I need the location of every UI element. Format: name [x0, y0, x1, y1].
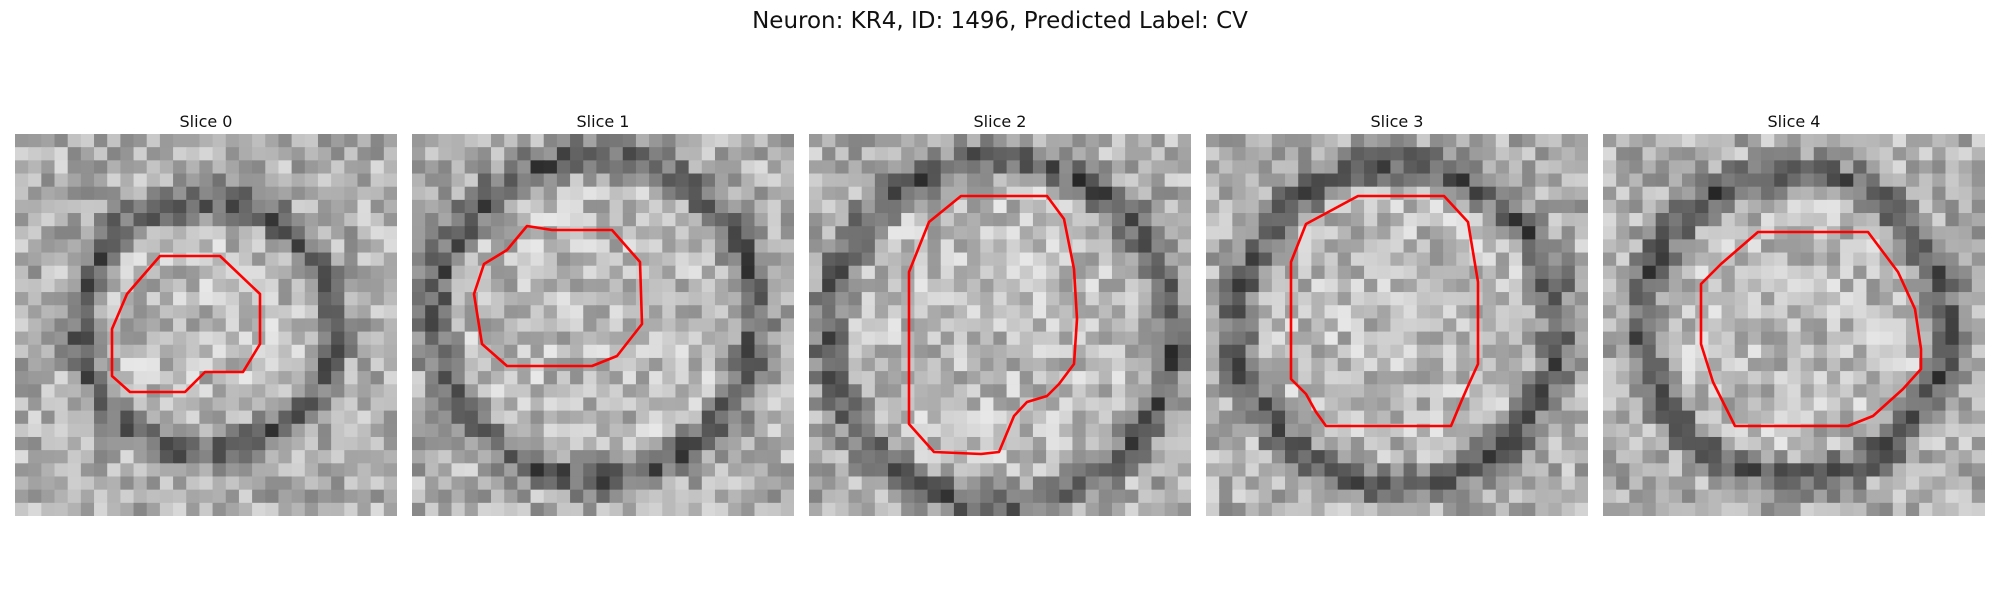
- contour-outline: [907, 194, 1079, 456]
- microscopy-image: [1206, 134, 1588, 516]
- slice-panel-2: Slice 2: [809, 110, 1191, 516]
- microscopy-image: [15, 134, 397, 516]
- slice-image: [412, 134, 794, 516]
- slice-panel-0: Slice 0: [15, 110, 397, 516]
- contour-outline: [110, 254, 262, 394]
- slice-title: Slice 2: [973, 112, 1027, 131]
- slice-image: [809, 134, 1191, 516]
- figure-title: Neuron: KR4, ID: 1496, Predicted Label: …: [752, 8, 1248, 34]
- slice-title: Slice 3: [1370, 112, 1424, 131]
- slice-panel-3: Slice 3: [1206, 110, 1588, 516]
- microscopy-image: [1603, 134, 1985, 516]
- contour-outline: [1289, 194, 1480, 428]
- microscopy-image: [809, 134, 1191, 516]
- slice-image: [1206, 134, 1588, 516]
- contour-outline: [472, 224, 644, 368]
- slice-title: Slice 1: [576, 112, 630, 131]
- slice-title: Slice 4: [1767, 112, 1821, 131]
- slice-image: [15, 134, 397, 516]
- slice-panel-4: Slice 4: [1603, 110, 1985, 516]
- microscopy-image: [412, 134, 794, 516]
- slice-image: [1603, 134, 1985, 516]
- slice-panel-1: Slice 1: [412, 110, 794, 516]
- slice-title: Slice 0: [179, 112, 233, 131]
- contour-outline: [1699, 230, 1923, 428]
